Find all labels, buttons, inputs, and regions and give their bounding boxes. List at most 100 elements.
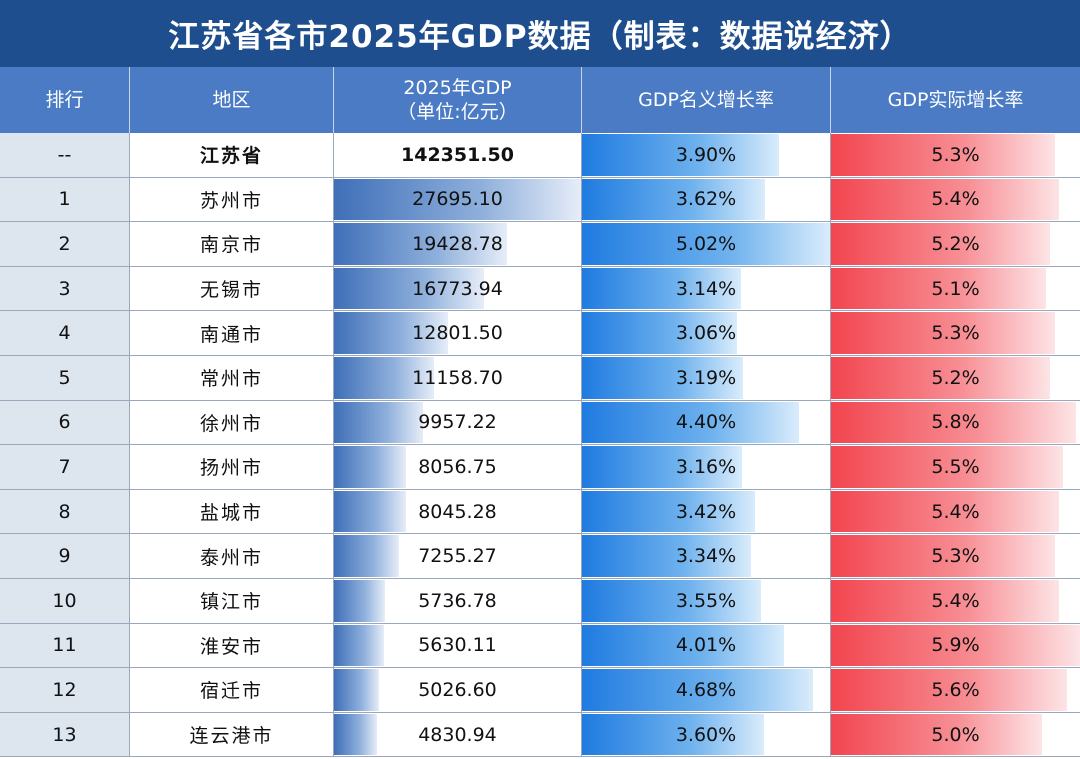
- nominal-growth-cell: 3.62%: [582, 177, 831, 222]
- nominal-growth-cell: 4.01%: [582, 623, 831, 668]
- header-real: GDP实际增长率: [831, 67, 1080, 133]
- real-growth-cell: 5.9%: [831, 623, 1080, 668]
- table-row: 11 淮安市 5630.11 4.01% 5.9%: [0, 623, 1080, 669]
- nominal-growth-bar: [582, 624, 785, 667]
- table-row: 7 扬州市 8056.75 3.16% 5.5%: [0, 445, 1080, 490]
- nominal-growth-bar: [582, 579, 762, 622]
- gdp-bar: [334, 312, 449, 354]
- nominal-growth-bar: [582, 312, 737, 354]
- rank-cell: 1: [0, 177, 130, 222]
- rank-value: 4: [58, 322, 71, 345]
- gdp-value: 7255.27: [418, 545, 497, 568]
- region-cell: 苏州市: [130, 177, 334, 222]
- real-growth-bar: [831, 267, 1047, 310]
- real-growth-value: 5.4%: [931, 589, 980, 612]
- table-row: 4 南通市 12801.50 3.06% 5.3%: [0, 311, 1080, 356]
- gdp-cell: 5736.78: [334, 578, 582, 623]
- real-growth-cell: 5.1%: [831, 266, 1080, 311]
- gdp-cell: 5026.60: [334, 668, 582, 712]
- real-growth-cell: 5.4%: [831, 489, 1080, 534]
- gdp-bar: [334, 223, 508, 265]
- nominal-growth-cell: 3.60%: [582, 712, 831, 757]
- gdp-cell: 4830.94: [334, 712, 582, 757]
- gdp-cell: 12801.50: [334, 311, 582, 355]
- rank-cell: 3: [0, 266, 130, 311]
- region-name: 镇江市: [199, 591, 263, 614]
- header-gdp-label: 2025年GDP: [403, 77, 512, 99]
- rank-cell: 2: [0, 222, 130, 266]
- region-cell: 泰州市: [130, 534, 334, 578]
- region-name: 扬州市: [199, 457, 263, 480]
- rank-cell: 9: [0, 534, 130, 578]
- nominal-growth-bar: [582, 669, 813, 711]
- region-name: 宿迁市: [199, 680, 263, 703]
- region-cell: 江苏省: [130, 133, 334, 177]
- gdp-cell: 8045.28: [334, 489, 582, 534]
- rank-value: 11: [52, 634, 77, 657]
- region-cell: 盐城市: [130, 489, 334, 534]
- region-name: 淮安市: [199, 635, 263, 658]
- gdp-cell: 7255.27: [334, 534, 582, 578]
- gdp-value: 5736.78: [418, 589, 497, 612]
- gdp-cell: 8056.75: [334, 445, 582, 489]
- region-cell: 常州市: [130, 355, 334, 400]
- rank-value: 9: [58, 545, 71, 568]
- nominal-growth-value: 4.68%: [675, 678, 737, 701]
- table-row: 9 泰州市 7255.27 3.34% 5.3%: [0, 534, 1080, 579]
- nominal-growth-bar: [582, 713, 764, 756]
- real-growth-value: 5.4%: [931, 500, 980, 523]
- gdp-cell: 11158.70: [334, 355, 582, 400]
- nominal-growth-value: 3.62%: [675, 188, 737, 211]
- real-growth-value: 5.5%: [931, 455, 980, 478]
- region-name: 常州市: [199, 368, 263, 391]
- real-growth-cell: 5.4%: [831, 177, 1080, 222]
- gdp-value: 8056.75: [418, 455, 497, 478]
- nominal-growth-bar: [582, 267, 741, 310]
- region-name: 盐城市: [199, 502, 263, 525]
- rank-cell: 11: [0, 623, 130, 668]
- gdp-cell: 19428.78: [334, 222, 582, 266]
- gdp-bar: [334, 356, 434, 399]
- real-growth-cell: 5.8%: [831, 400, 1080, 445]
- real-growth-bar: [831, 535, 1055, 577]
- nominal-growth-value: 3.19%: [675, 366, 737, 389]
- gdp-cell: 16773.94: [334, 266, 582, 311]
- real-growth-cell: 5.3%: [831, 311, 1080, 355]
- header-real-label: GDP实际增长率: [887, 89, 1024, 111]
- nominal-growth-cell: 3.55%: [582, 578, 831, 623]
- gdp-bar: [334, 579, 386, 622]
- table-row: 12 宿迁市 5026.60 4.68% 5.6%: [0, 668, 1080, 713]
- table-row: 8 盐城市 8045.28 3.42% 5.4%: [0, 489, 1080, 535]
- gdp-value: 11158.70: [412, 366, 503, 389]
- nominal-growth-value: 3.06%: [675, 322, 737, 345]
- rank-cell: 10: [0, 578, 130, 623]
- rank-value: 10: [52, 589, 77, 612]
- nominal-growth-value: 3.34%: [675, 545, 737, 568]
- rank-cell: --: [0, 133, 130, 177]
- nominal-growth-bar: [582, 401, 800, 444]
- gdp-value: 5630.11: [418, 634, 497, 657]
- rank-value: --: [57, 143, 72, 166]
- header-region: 地区: [130, 67, 334, 133]
- page-title: 江苏省各市2025年GDP数据（制表：数据说经济）: [0, 0, 1080, 67]
- nominal-growth-bar: [582, 535, 751, 577]
- header-nominal: GDP名义增长率: [582, 67, 831, 133]
- nominal-growth-cell: 3.42%: [582, 489, 831, 534]
- real-growth-cell: 5.2%: [831, 355, 1080, 400]
- rank-cell: 4: [0, 311, 130, 355]
- rank-cell: 8: [0, 489, 130, 534]
- header-gdp: 2025年GDP （单位:亿元）: [334, 67, 582, 133]
- nominal-growth-value: 3.42%: [675, 500, 737, 523]
- table-row: 10 镇江市 5736.78 3.55% 5.4%: [0, 578, 1080, 624]
- table-header: 排行 地区 2025年GDP （单位:亿元） GDP名义增长率 GDP实际增长率: [0, 67, 1080, 133]
- region-name: 苏州市: [199, 189, 263, 212]
- header-nominal-label: GDP名义增长率: [638, 89, 774, 111]
- gdp-value: 16773.94: [412, 277, 503, 300]
- gdp-bar: [334, 446, 406, 488]
- rank-value: 12: [52, 678, 77, 701]
- real-growth-value: 5.9%: [931, 634, 980, 657]
- real-growth-bar: [831, 312, 1055, 354]
- gdp-cell: 142351.50: [334, 133, 582, 177]
- region-cell: 南京市: [130, 222, 334, 266]
